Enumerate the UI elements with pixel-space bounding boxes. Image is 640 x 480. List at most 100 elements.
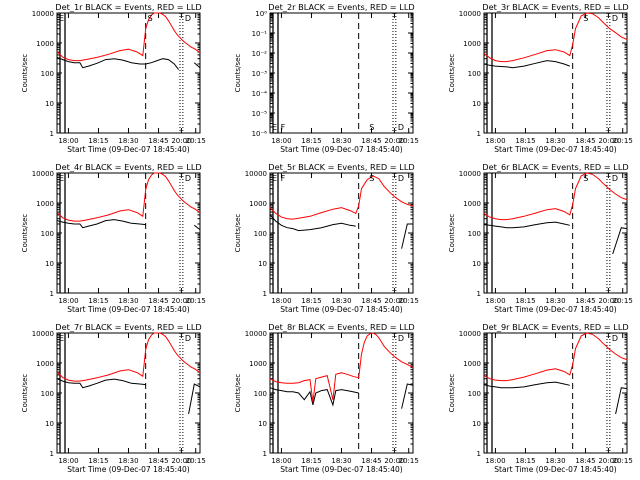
y-tick-label: 1000: [249, 200, 267, 208]
y-tick-label: 10: [45, 260, 54, 268]
event-marker-label: S: [369, 123, 374, 132]
y-tick-label: 1000: [463, 360, 481, 368]
events-series-line: [269, 214, 413, 249]
panel-title: Det_4r BLACK = Events, RED = LLD: [55, 162, 201, 172]
detector-panel-1: Det_1r BLACK = Events, RED = LLD 1 10 100 10…: [21, 2, 206, 154]
y-tick-label: 10000: [32, 10, 54, 18]
x-tick-label: 18:15: [515, 297, 535, 305]
x-tick-label: 18:15: [515, 137, 535, 145]
y-tick-label: 10: [45, 420, 54, 428]
y-tick-label: 1000: [463, 40, 481, 48]
detector-panel-4: Det_4r BLACK = Events, RED = LLD 1 10 100 10…: [21, 162, 206, 314]
x-tick-label: 18:45: [148, 297, 168, 305]
x-tick-label: 18:45: [361, 137, 381, 145]
plot-frame: [483, 332, 628, 454]
y-tick-label: 10: [472, 420, 481, 428]
lld-series-line: [483, 172, 628, 221]
x-tick-label: 18:00: [271, 297, 291, 305]
y-tick-label: 100: [468, 390, 481, 398]
event-marker-label: D: [398, 123, 404, 132]
x-tick-label: 18:00: [485, 457, 505, 465]
x-tick-label: 20:00: [171, 297, 191, 305]
x-tick-label: 18:30: [118, 137, 138, 145]
detector-panel-8: Det_8r BLACK = Events, RED = LLD 1 10 100 10…: [234, 322, 419, 474]
y-axis-label: Counts/sec: [234, 54, 242, 93]
x-axis-label: Start Time (09-Dec-07 18:45:40): [494, 305, 616, 314]
y-tick-label: 1000: [463, 200, 481, 208]
event-marker-label: E: [59, 334, 64, 343]
x-tick-label: 18:00: [485, 137, 505, 145]
event-marker-label: E: [59, 174, 64, 183]
y-axis-label: Counts/sec: [21, 374, 29, 413]
event-marker-label: S: [148, 14, 153, 23]
panel-title: Det_3r BLACK = Events, RED = LLD: [482, 2, 628, 12]
event-marker-label: D: [398, 334, 404, 343]
plot-frame: [56, 172, 201, 294]
panel-title: Det_7r BLACK = Events, RED = LLD: [55, 322, 201, 332]
x-tick-label: 18:45: [575, 137, 595, 145]
y-axis-label: Counts/sec: [448, 374, 456, 413]
y-tick-label: 1: [50, 290, 54, 298]
lld-series-line: [269, 175, 414, 220]
x-tick-label: 20:00: [598, 297, 618, 305]
y-tick-label: 10: [472, 100, 481, 108]
x-tick-label: 18:30: [545, 137, 565, 145]
x-tick-label: 20:15: [186, 137, 206, 145]
plot-frame: [56, 12, 201, 134]
event-marker-label: D: [612, 174, 618, 183]
x-tick-label: 18:45: [148, 457, 168, 465]
y-tick-label: 10000: [32, 330, 54, 338]
x-tick-label: 18:30: [545, 457, 565, 465]
x-tick-label: 18:00: [271, 137, 291, 145]
x-tick-label: 18:15: [301, 457, 321, 465]
y-tick-label: 100: [468, 230, 481, 238]
x-tick-label: 18:30: [331, 297, 351, 305]
plot-frame: [269, 12, 414, 134]
event-marker-label: E: [272, 123, 277, 132]
event-marker-label: E: [272, 174, 277, 183]
x-tick-label: 18:00: [58, 297, 78, 305]
x-tick-label: 18:30: [331, 137, 351, 145]
x-tick-label: 18:15: [301, 297, 321, 305]
event-marker-label: D: [185, 14, 191, 23]
y-axis-label: Counts/sec: [448, 214, 456, 253]
x-tick-label: 18:30: [545, 297, 565, 305]
y-tick-label: 1: [477, 130, 481, 138]
y-tick-label: 1: [477, 450, 481, 458]
x-tick-label: 18:15: [515, 457, 535, 465]
x-tick-label: 20:15: [613, 137, 633, 145]
y-tick-label: 10000: [32, 170, 54, 178]
y-axis-label: Counts/sec: [234, 214, 242, 253]
y-tick-label: 10: [472, 260, 481, 268]
lld-series-line: [483, 332, 628, 382]
lld-series-line: [269, 332, 414, 403]
y-tick-label: 100: [254, 390, 267, 398]
x-tick-label: 20:00: [384, 137, 404, 145]
panel-title: Det_1r BLACK = Events, RED = LLD: [55, 2, 201, 12]
y-tick-label: 10⁻²: [252, 50, 268, 58]
event-marker-label: D: [612, 334, 618, 343]
x-tick-label: 18:15: [301, 137, 321, 145]
y-tick-label: 1: [50, 450, 54, 458]
x-tick-label: 18:15: [88, 297, 108, 305]
y-tick-label: 10⁻⁴: [252, 90, 268, 98]
events-series-line: [56, 219, 201, 230]
y-tick-label: 1000: [36, 200, 54, 208]
plot-frame: [56, 332, 201, 454]
event-marker-label: F: [281, 123, 286, 132]
y-axis-label: Counts/sec: [21, 214, 29, 253]
y-tick-label: 1: [263, 450, 267, 458]
x-tick-label: 20:00: [598, 457, 618, 465]
event-marker-label: F: [281, 174, 286, 183]
x-tick-label: 20:00: [171, 137, 191, 145]
x-axis-label: Start Time (09-Dec-07 18:45:40): [280, 305, 402, 314]
y-tick-label: 10⁻⁵: [252, 110, 268, 118]
detector-panel-2: Det_2r BLACK = Events, RED = LLD 10⁻⁶ 10⁻⁵…: [234, 2, 419, 154]
x-tick-label: 20:15: [399, 457, 419, 465]
lld-series-line: [483, 12, 628, 63]
y-tick-label: 1000: [36, 40, 54, 48]
y-tick-label: 1: [477, 290, 481, 298]
x-tick-label: 20:00: [171, 457, 191, 465]
events-series-line: [269, 383, 414, 409]
